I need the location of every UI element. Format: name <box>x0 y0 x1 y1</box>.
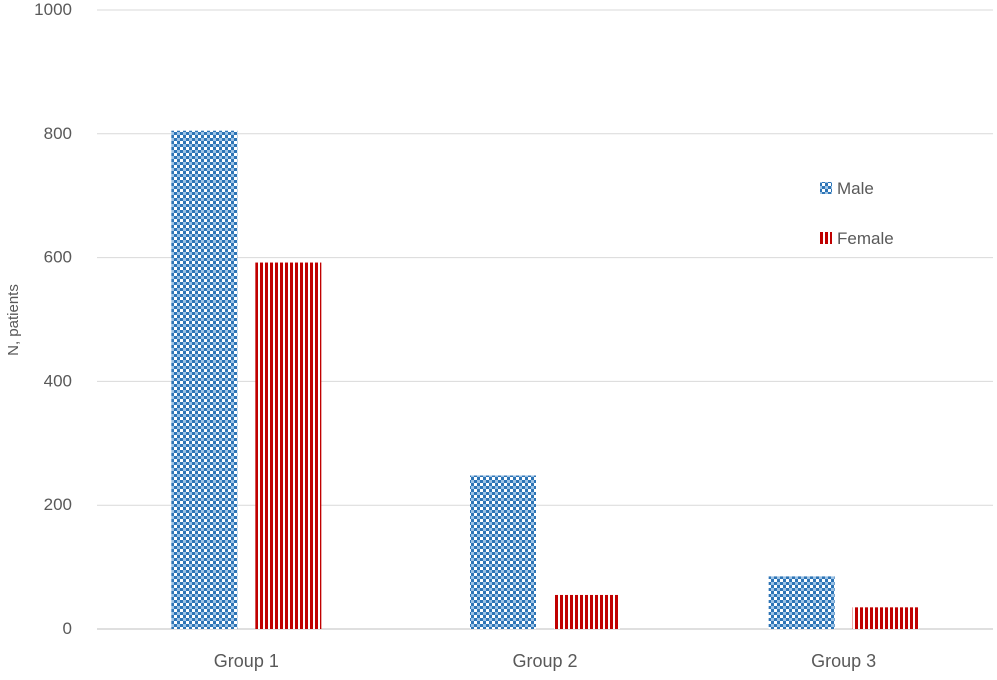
legend-label-male: Male <box>837 179 874 198</box>
legend-label-female: Female <box>837 229 894 248</box>
y-tick-label: 600 <box>44 248 72 267</box>
x-tick-label: Group 2 <box>512 651 577 671</box>
legend: Male Female <box>820 179 894 248</box>
bars <box>171 130 919 629</box>
y-tick-label: 800 <box>44 124 72 143</box>
gridlines <box>97 9 993 630</box>
x-tick-label: Group 3 <box>811 651 876 671</box>
y-tick-label: 400 <box>44 371 72 390</box>
bar-female-1 <box>255 262 322 629</box>
y-tick-label: 0 <box>63 619 72 638</box>
legend-swatch-female <box>820 232 832 244</box>
axes: 0 200 400 600 800 1000 Group 1 Group 2 Group 3 <box>34 0 876 671</box>
legend-swatch-male <box>820 182 832 194</box>
x-tick-label: Group 1 <box>214 651 279 671</box>
y-tick-label: 200 <box>44 495 72 514</box>
y-axis-title: N, patients <box>5 284 22 356</box>
bar-female-3 <box>852 607 919 629</box>
y-tick-label: 1000 <box>34 0 72 19</box>
bar-male-3 <box>768 576 835 629</box>
bar-male-2 <box>470 475 536 629</box>
bar-female-2 <box>554 594 620 629</box>
bar-male-1 <box>171 130 238 629</box>
